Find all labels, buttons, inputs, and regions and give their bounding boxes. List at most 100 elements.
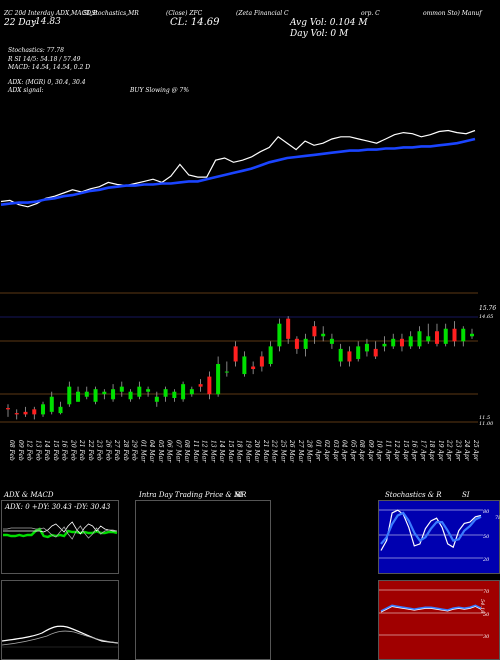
rsi-readout: R SI 14/5: 54.18 / 57.49: [8, 56, 81, 63]
candle-body: [119, 386, 124, 392]
rsi-level-50: 50: [483, 612, 490, 618]
candle-body: [163, 389, 168, 397]
candle-body: [391, 338, 396, 347]
date-tick-label: 13 Mar: [209, 440, 216, 463]
candle-body: [251, 366, 256, 370]
date-tick-label: 03 Apr: [332, 440, 339, 462]
date-tick-label: 09 Apr: [367, 440, 374, 462]
date-tick-label: 15 Mar: [227, 440, 234, 463]
macd-lines: [2, 625, 118, 648]
candle-body: [154, 396, 159, 402]
day-volume: Day Vol: 0 M: [290, 29, 349, 39]
adx-panel: ADX: 0 +DY: 30.43 -DY: 30.43: [1, 500, 119, 574]
candle-body: [294, 338, 299, 349]
date-axis: 08 Feb 09 Feb 12 Feb 13 Feb 14 Feb 15 Feb 16 F…: [8, 439, 479, 463]
date-tick-label: 01 Apr: [314, 440, 321, 462]
adx-panel-readout: ADX: 0 +DY: 30.43 -DY: 30.43: [5, 503, 111, 511]
header-company-1: (Zeta Financial C: [236, 10, 289, 17]
candle-body: [41, 404, 46, 415]
date-tick-label: 22 Feb: [87, 439, 94, 461]
candle-body: [111, 389, 116, 400]
candle-body: [242, 356, 247, 375]
candle-body: [399, 338, 404, 347]
macd-panel: [1, 580, 119, 660]
date-tick-label: 22 Apr: [446, 439, 453, 462]
candle-body: [461, 328, 466, 342]
candle-body: [6, 408, 10, 410]
candle-body: [172, 391, 177, 398]
date-tick-label: 08 Apr: [358, 440, 365, 462]
candle-body: [216, 364, 221, 395]
candle-body: [452, 328, 457, 342]
stoch-panel-title: Stochastics & R: [385, 491, 442, 499]
price-label-lower-b: 11.00: [479, 421, 494, 427]
candle-body: [233, 346, 238, 362]
header-close-symbol: (Close) ZFC: [166, 10, 203, 17]
date-tick-label: 16 Feb: [61, 440, 68, 461]
candle-body: [417, 331, 422, 347]
date-tick-label: 15 Feb: [52, 440, 59, 461]
stoch-level-20: 20: [483, 557, 490, 563]
candle-body: [338, 348, 343, 362]
date-tick-label: 11 Apr: [384, 440, 391, 462]
date-tick-label: 25 Mar: [279, 439, 286, 463]
candle-body: [329, 338, 334, 344]
rsi-lines: [379, 589, 483, 636]
candle-body: [67, 386, 72, 405]
date-tick-label: 29 Feb: [131, 439, 138, 461]
main-chart-area: 08 Feb 09 Feb 12 Feb 13 Feb 14 Feb 15 Feb 16 F…: [0, 129, 479, 463]
candle-body: [382, 343, 387, 347]
candle-body: [76, 391, 81, 402]
candle-body: [207, 376, 212, 395]
date-tick-label: 26 Feb: [104, 439, 111, 461]
date-tick-label: 28 Mar: [306, 439, 313, 463]
candle-body: [32, 409, 37, 415]
adx-series-0: [3, 527, 118, 539]
rsi-line: [380, 604, 482, 613]
date-tick-label: 05 Apr: [349, 440, 356, 462]
intraday-panel-title-si: SI: [235, 491, 243, 499]
date-tick-label: 27 Mar: [297, 439, 304, 463]
date-tick-label: 18 Apr: [428, 440, 435, 462]
rsi-level-70: 70: [483, 589, 490, 595]
date-tick-label: 27 Feb: [113, 439, 120, 461]
candle-body: [14, 413, 19, 415]
date-tick-label: 05 Mar: [157, 440, 164, 463]
avg-volume: Avg Vol: 0.104 M: [290, 18, 368, 28]
date-tick-label: 19 Apr: [437, 440, 444, 462]
date-tick-label: 02 Apr: [323, 440, 330, 462]
date-tick-label: 18 Mar: [236, 440, 243, 463]
date-tick-label: 26 Mar: [288, 439, 295, 463]
candle-body: [102, 391, 107, 395]
date-tick-label: 06 Mar: [166, 440, 173, 463]
candle-body: [23, 411, 28, 415]
date-tick-label: 20 Feb: [69, 439, 76, 461]
candle-body: [93, 389, 98, 402]
date-tick-label: 04 Apr: [341, 440, 348, 462]
candle-body: [321, 333, 326, 337]
candle-body: [224, 371, 229, 373]
candle-body: [259, 356, 264, 367]
date-tick-label: 12 Apr: [393, 440, 400, 462]
close-label: CL: 14.69: [170, 17, 220, 28]
date-tick-label: 11 Mar: [192, 440, 199, 463]
date-tick-label: 04 Mar: [148, 440, 155, 463]
candle-body: [443, 328, 448, 344]
date-tick-label: 12 Mar: [201, 440, 208, 463]
adx-signal-label: ADX signal:: [8, 87, 44, 94]
adx-panel-title: ADX & MACD: [4, 491, 54, 499]
date-tick-label: 24 Apr: [463, 439, 470, 462]
candle-body: [198, 384, 203, 387]
rsi-panel: 70 50 30 54.18: [378, 580, 500, 660]
stoch-current-readout: 78: [495, 515, 500, 521]
stoch-level-50: 50: [483, 534, 490, 540]
date-tick-label: 21 Feb: [78, 439, 85, 461]
candle-body: [181, 384, 186, 400]
date-tick-label: 16 Apr: [411, 440, 418, 462]
date-tick-label: 14 Feb: [43, 440, 50, 461]
date-tick-label: 09 Feb: [17, 440, 24, 461]
date-tick-label: 23 Apr: [454, 439, 461, 462]
adx-signal-value: BUY Slowing @ 7%: [130, 87, 190, 94]
candle-body: [268, 346, 273, 364]
date-tick-label: 15 Apr: [402, 440, 409, 462]
